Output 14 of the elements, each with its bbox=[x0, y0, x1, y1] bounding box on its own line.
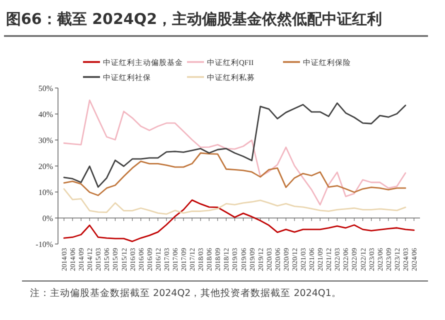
text: 注：主动偏股基金数据截至 2024Q2，其他投资者数据截至 2024Q1。 bbox=[30, 287, 342, 299]
y-tick-label: 20% bbox=[38, 162, 54, 171]
y-tick-label: 0% bbox=[42, 214, 54, 223]
y-tick-label: 40% bbox=[38, 110, 54, 119]
line-series bbox=[63, 199, 415, 242]
line-series bbox=[63, 102, 406, 188]
y-tick-label: 10% bbox=[38, 188, 54, 197]
line-series bbox=[63, 100, 406, 206]
y-tick-label: 30% bbox=[38, 136, 54, 145]
y-tick-label: -10% bbox=[36, 240, 54, 249]
y-tick-label: 50% bbox=[38, 84, 54, 93]
line-series bbox=[63, 152, 406, 196]
chart-title: 图66：截至 2024Q2，主动偏股基金依然低配中证红利 bbox=[6, 10, 382, 28]
line-series bbox=[63, 188, 406, 215]
